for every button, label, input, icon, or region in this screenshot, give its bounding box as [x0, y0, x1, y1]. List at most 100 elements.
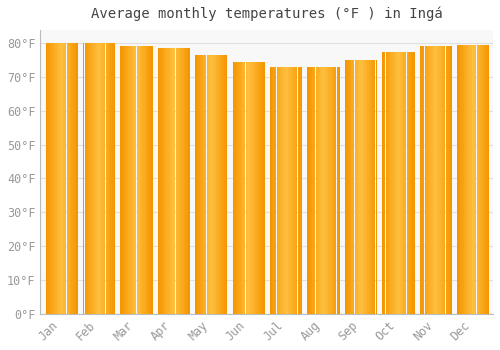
Bar	[143, 47, 144, 314]
Bar	[275, 67, 276, 314]
Bar	[476, 45, 478, 314]
Bar	[92, 43, 94, 314]
Bar	[465, 45, 466, 314]
Bar	[99, 43, 100, 314]
Bar	[282, 67, 283, 314]
Bar	[420, 47, 422, 314]
Bar	[128, 47, 130, 314]
Bar	[232, 62, 234, 314]
Bar	[112, 43, 114, 314]
Bar	[286, 67, 288, 314]
Bar	[65, 43, 66, 314]
Bar	[220, 55, 221, 314]
Bar	[146, 47, 148, 314]
Bar	[480, 45, 482, 314]
Bar	[352, 60, 353, 314]
Bar	[83, 43, 84, 314]
Bar	[197, 55, 198, 314]
Bar	[390, 51, 392, 314]
Title: Average monthly temperatures (°F ) in Ingá: Average monthly temperatures (°F ) in In…	[91, 7, 443, 21]
Bar	[204, 55, 205, 314]
Bar	[247, 62, 248, 314]
Bar	[362, 60, 364, 314]
Bar	[73, 43, 74, 314]
Bar	[346, 60, 348, 314]
Bar	[54, 43, 55, 314]
Bar	[319, 67, 320, 314]
Bar	[366, 60, 368, 314]
Bar	[110, 43, 112, 314]
Bar	[86, 43, 88, 314]
Bar	[386, 51, 387, 314]
Bar	[180, 48, 182, 314]
Bar	[222, 55, 224, 314]
Bar	[424, 47, 426, 314]
Bar	[336, 67, 338, 314]
Bar	[49, 43, 50, 314]
Bar	[46, 43, 47, 314]
Bar	[166, 48, 168, 314]
Bar	[136, 47, 138, 314]
Bar	[170, 48, 172, 314]
Bar	[106, 43, 107, 314]
Bar	[50, 43, 52, 314]
Bar	[100, 43, 102, 314]
Bar	[161, 48, 162, 314]
Bar	[310, 67, 312, 314]
Bar	[294, 67, 296, 314]
Bar	[369, 60, 370, 314]
Bar	[90, 43, 91, 314]
Bar	[135, 47, 136, 314]
Bar	[413, 51, 414, 314]
Bar	[436, 47, 438, 314]
Bar	[246, 62, 247, 314]
Bar	[169, 48, 170, 314]
Bar	[406, 51, 408, 314]
Bar	[84, 43, 86, 314]
Bar	[272, 67, 273, 314]
Bar	[151, 47, 152, 314]
Bar	[130, 47, 132, 314]
Bar	[52, 43, 54, 314]
Bar	[299, 67, 300, 314]
Bar	[431, 47, 432, 314]
Bar	[270, 67, 272, 314]
Bar	[257, 62, 258, 314]
Bar	[434, 47, 436, 314]
Bar	[254, 62, 255, 314]
Bar	[422, 47, 423, 314]
Bar	[446, 47, 447, 314]
Bar	[370, 60, 372, 314]
Bar	[177, 48, 178, 314]
Bar	[150, 47, 151, 314]
Bar	[335, 67, 336, 314]
Bar	[444, 47, 446, 314]
Bar	[484, 45, 486, 314]
Bar	[62, 43, 63, 314]
Bar	[174, 48, 176, 314]
Bar	[188, 48, 190, 314]
Bar	[332, 67, 333, 314]
Bar	[395, 51, 397, 314]
Bar	[132, 47, 133, 314]
Bar	[206, 55, 208, 314]
Bar	[458, 45, 460, 314]
Bar	[47, 43, 48, 314]
Bar	[330, 67, 332, 314]
Bar	[198, 55, 200, 314]
Bar	[172, 48, 174, 314]
Bar	[70, 43, 71, 314]
Bar	[309, 67, 310, 314]
Bar	[58, 43, 60, 314]
Bar	[450, 47, 452, 314]
Bar	[438, 47, 439, 314]
Bar	[376, 60, 377, 314]
Bar	[462, 45, 464, 314]
Bar	[314, 67, 316, 314]
Bar	[394, 51, 395, 314]
Bar	[478, 45, 480, 314]
Bar	[328, 67, 330, 314]
Bar	[308, 67, 309, 314]
Bar	[218, 55, 220, 314]
Bar	[423, 47, 424, 314]
